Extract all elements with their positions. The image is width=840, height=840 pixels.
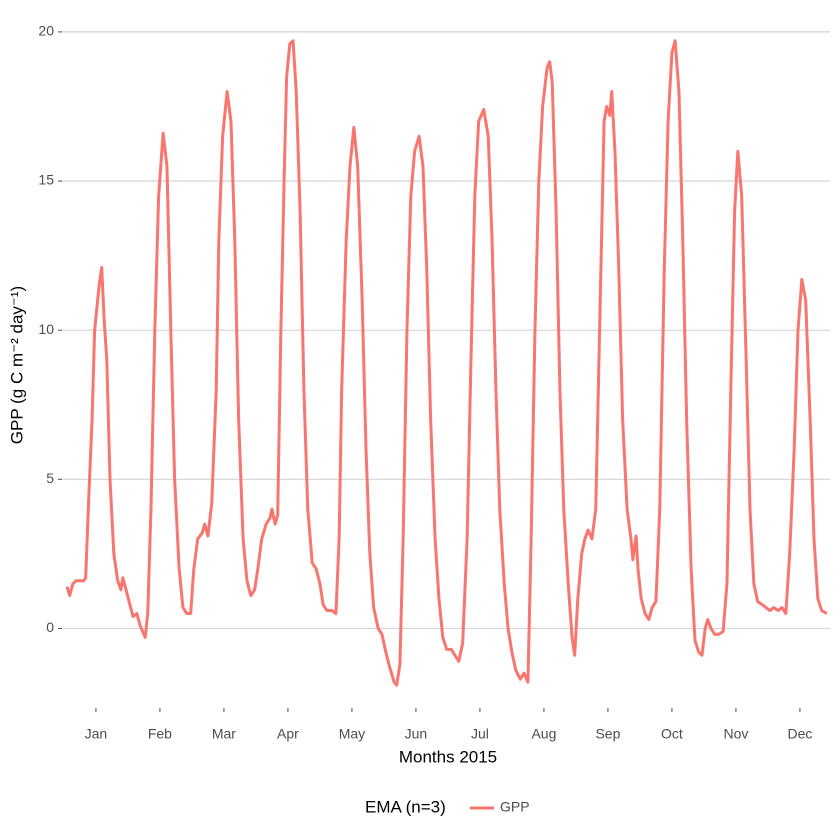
x-tick-label: Apr [277,726,299,742]
x-tick-label: Aug [531,726,556,742]
y-tick-label: 10 [38,321,54,337]
x-tick-label: Jan [85,726,108,742]
y-tick-label: 0 [46,619,54,635]
x-tick-label: Sep [595,726,620,742]
legend-label: GPP [500,799,530,815]
legend-title: EMA (n=3) [365,797,446,816]
x-tick-label: Nov [723,726,748,742]
series-line [65,39,828,687]
x-tick-label: Jul [471,726,489,742]
y-tick-label: 15 [38,172,54,188]
y-tick-label: 20 [38,23,54,39]
x-tick-label: Jun [405,726,428,742]
x-tick-label: Dec [787,726,812,742]
x-tick-label: Oct [661,726,683,742]
y-tick-label: 5 [46,470,54,486]
y-axis-title: GPP (g C m⁻² day⁻¹) [7,286,26,444]
x-axis-title: Months 2015 [399,747,497,766]
x-tick-label: Mar [212,726,236,742]
x-tick-label: May [339,726,365,742]
x-tick-label: Feb [148,726,172,742]
